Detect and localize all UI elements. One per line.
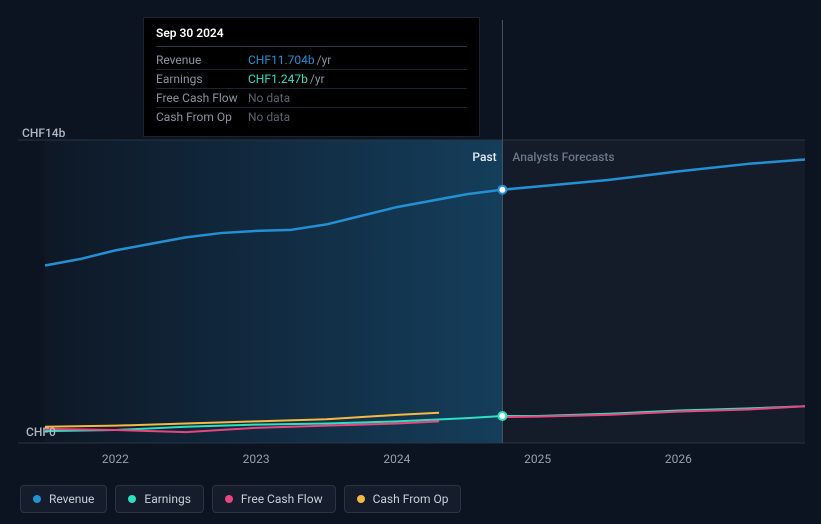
chart-legend: Revenue Earnings Free Cash Flow Cash From O… bbox=[20, 485, 461, 513]
legend-label: Cash From Op bbox=[373, 492, 449, 506]
legend-item-free-cash-flow[interactable]: Free Cash Flow bbox=[212, 485, 336, 513]
tooltip-row-label: Earnings bbox=[156, 72, 248, 86]
legend-item-revenue[interactable]: Revenue bbox=[20, 485, 107, 513]
tooltip-row: Cash From OpNo data bbox=[156, 108, 467, 126]
legend-label: Revenue bbox=[49, 492, 94, 506]
past-region-label: Past bbox=[472, 150, 496, 164]
tooltip-date: Sep 30 2024 bbox=[156, 26, 467, 47]
forecast-region-label: Analysts Forecasts bbox=[512, 150, 614, 164]
tooltip-row-suffix: /yr bbox=[317, 53, 332, 67]
tooltip-row: RevenueCHF11.704b /yr bbox=[156, 51, 467, 70]
legend-item-cash-from-op[interactable]: Cash From Op bbox=[344, 485, 462, 513]
y-axis-bottom-label: CHF0 bbox=[26, 425, 56, 439]
x-tick-label: 2022 bbox=[102, 452, 129, 466]
tooltip-row-label: Free Cash Flow bbox=[156, 91, 248, 105]
legend-dot-icon bbox=[128, 495, 136, 503]
tooltip-row-suffix: /yr bbox=[310, 72, 325, 86]
x-tick-label: 2024 bbox=[383, 452, 410, 466]
tooltip-row-value: CHF1.247b bbox=[248, 72, 308, 86]
tooltip-row: EarningsCHF1.247b /yr bbox=[156, 70, 467, 89]
legend-item-earnings[interactable]: Earnings bbox=[115, 485, 204, 513]
x-tick-label: 2026 bbox=[665, 452, 692, 466]
x-tick-label: 2025 bbox=[524, 452, 551, 466]
legend-dot-icon bbox=[357, 495, 365, 503]
tooltip-row-value: CHF11.704b bbox=[248, 53, 315, 67]
legend-label: Free Cash Flow bbox=[241, 492, 323, 506]
tooltip-nodata: No data bbox=[248, 91, 290, 105]
x-tick-label: 2023 bbox=[243, 452, 270, 466]
tooltip-row-label: Cash From Op bbox=[156, 110, 248, 124]
legend-dot-icon bbox=[225, 495, 233, 503]
legend-dot-icon bbox=[33, 495, 41, 503]
tooltip-row: Free Cash FlowNo data bbox=[156, 89, 467, 108]
tooltip-nodata: No data bbox=[248, 110, 290, 124]
hover-tooltip: Sep 30 2024 RevenueCHF11.704b /yrEarning… bbox=[143, 17, 480, 137]
legend-label: Earnings bbox=[144, 492, 191, 506]
y-axis-top-label: CHF14b bbox=[22, 126, 65, 140]
tooltip-row-label: Revenue bbox=[156, 53, 248, 67]
